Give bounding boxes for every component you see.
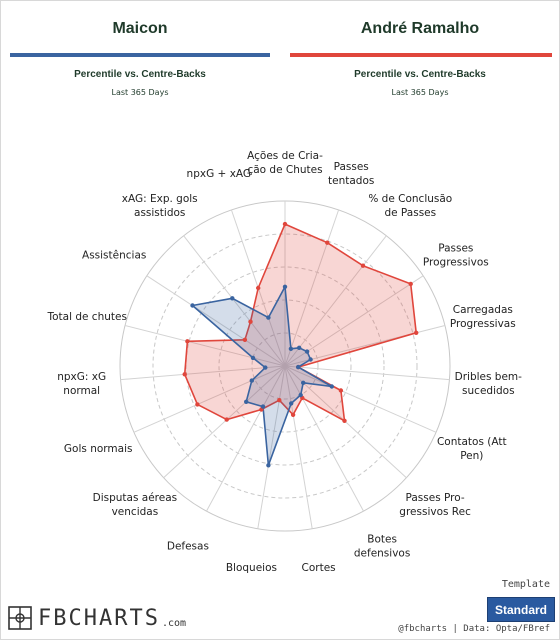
- axis-spoke: [133, 365, 286, 433]
- series-2-point: [277, 398, 282, 403]
- series-2-point: [408, 281, 413, 287]
- axis-spoke: [146, 275, 286, 367]
- series-1-point: [190, 303, 195, 308]
- series-1-point: [282, 284, 288, 289]
- category-label: Disputas aéreas vencidas: [93, 492, 178, 518]
- category-label: % de Conclusão de Passes: [368, 193, 452, 219]
- series-2-point: [195, 402, 200, 407]
- series-2-point: [182, 372, 187, 377]
- axis-spoke: [284, 365, 437, 433]
- category-label: Passes tentados: [328, 161, 374, 187]
- series-2-point: [338, 388, 344, 393]
- series-2-point: [185, 339, 190, 344]
- player-1-name: Maicon: [112, 20, 168, 37]
- series-2-point: [242, 337, 248, 342]
- category-label: Botes defensivos: [354, 533, 410, 559]
- series-1-point: [288, 346, 294, 351]
- series-2-point: [342, 418, 347, 423]
- category-label: Ações de Cria-ção de Chutes: [247, 150, 323, 176]
- player-1-color-bar: [10, 53, 270, 57]
- axis-spoke: [284, 235, 387, 367]
- logo-suffix: .com: [161, 618, 187, 629]
- series-1-point: [260, 404, 266, 409]
- axis-spoke: [257, 365, 286, 529]
- template-selector-button[interactable]: Standard: [487, 597, 555, 622]
- category-label: Contatos (Att Pen): [437, 436, 507, 462]
- series-1-point: [329, 384, 334, 389]
- series-2-point: [325, 240, 330, 245]
- grid-logo-icon: [8, 606, 32, 630]
- category-label: Cortes: [302, 562, 336, 574]
- axis-spoke: [183, 235, 286, 367]
- series-1-point: [297, 345, 302, 350]
- axis-spoke: [163, 365, 286, 479]
- template-label: Template: [501, 579, 550, 590]
- category-label: Gols normais: [64, 443, 133, 455]
- category-label: npxG + xAG: [187, 168, 252, 180]
- category-label: Assistências: [82, 249, 146, 261]
- player-2-name: André Ramalho: [360, 20, 480, 37]
- series-1-point: [266, 463, 271, 468]
- category-label: Defesas: [167, 540, 209, 552]
- series-1-point: [296, 364, 301, 370]
- series-1-point: [304, 349, 310, 354]
- series-1-point: [250, 355, 256, 361]
- player-1-subtitle: Percentile vs. Centre-Backs: [74, 69, 206, 80]
- series-2-point: [414, 330, 419, 335]
- series-2-point: [248, 319, 253, 324]
- grid-ring: [152, 233, 418, 499]
- series-2-point: [256, 285, 261, 291]
- player-2-color-bar: [290, 53, 552, 57]
- series-1-point: [301, 380, 306, 385]
- category-label: Dribles bem-sucedidos: [455, 371, 523, 397]
- player-1-period: Last 365 Days: [111, 88, 169, 97]
- axis-spoke: [284, 209, 340, 367]
- logo-text: FBCHARTS: [38, 606, 160, 631]
- credits-text: @fbcharts | Data: Opta/FBref: [398, 624, 550, 634]
- category-label: npxG: xG normal: [57, 371, 106, 397]
- series-1-point: [266, 315, 271, 320]
- series-1-point: [263, 365, 268, 370]
- series-2-point: [360, 263, 366, 268]
- player-2-period: Last 365 Days: [391, 88, 449, 97]
- axis-spoke: [124, 325, 286, 367]
- series-1-point: [298, 392, 303, 398]
- axis-spoke: [120, 365, 286, 381]
- category-label: xAG: Exp. gols assistidos: [122, 193, 198, 219]
- series-1-point: [289, 401, 294, 406]
- player-2-subtitle: Percentile vs. Centre-Backs: [354, 69, 486, 80]
- category-label: Passes Progressivos: [423, 242, 489, 268]
- axis-spoke: [206, 365, 286, 512]
- series-1-point: [249, 378, 254, 383]
- category-label: Total de chutes: [46, 311, 126, 323]
- axis-spoke: [284, 365, 364, 512]
- series-1-point: [230, 296, 235, 301]
- category-label: Passes Pro-gressivos Rec: [399, 492, 471, 518]
- axis-spoke: [284, 365, 313, 529]
- series-2-point: [290, 412, 296, 417]
- series-1-point: [244, 399, 249, 404]
- fbcharts-logo: FBCHARTS .com: [8, 606, 186, 630]
- series-2-point: [282, 221, 288, 227]
- category-label: Carregadas Progressivas: [450, 304, 516, 330]
- series-2-point: [224, 417, 229, 422]
- category-label: Bloqueios: [226, 562, 277, 574]
- axis-spoke: [284, 365, 450, 381]
- series-1-point: [308, 357, 313, 362]
- series-polygon-2: [183, 223, 418, 422]
